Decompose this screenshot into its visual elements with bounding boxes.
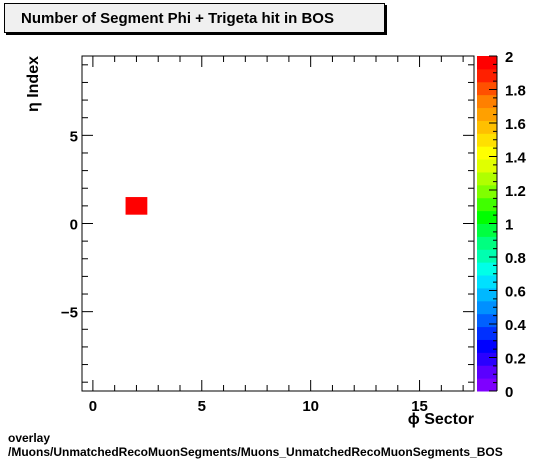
colorbar-segment — [477, 223, 497, 237]
y-tick-label: 0 — [70, 217, 78, 234]
x-tick-label: 10 — [302, 398, 319, 415]
colorbar-layer: 0 0.2 0.4 0.6 0.8 1 1.2 1.4 1.6 1.8 2 — [477, 49, 527, 401]
colorbar-tick-label: 0 — [505, 384, 513, 401]
footer-line-1: overlay — [8, 431, 51, 445]
y-tick-label: −5 — [61, 305, 78, 322]
colorbar-segment — [477, 300, 497, 315]
colorbar-segment — [477, 326, 497, 340]
footer-line-2: /Muons/UnmatchedRecoMuonSegments/Muons_U… — [8, 445, 503, 459]
colorbar-tick-label: 1.2 — [505, 183, 526, 200]
y-axis-label: η Index — [25, 56, 42, 112]
colorbar-segment — [477, 365, 497, 379]
colorbar-segment — [477, 94, 497, 109]
heatmap-bin — [125, 197, 148, 215]
colorbar-segment — [477, 56, 497, 70]
colorbar-tick-label: 1 — [505, 217, 513, 234]
colorbar-tick-label: 2 — [505, 49, 513, 66]
x-tick-label: 0 — [89, 398, 97, 415]
y-tick-label: 5 — [70, 128, 78, 145]
x-tick-label: 15 — [411, 398, 428, 415]
colorbar-tick-label: 0.4 — [505, 317, 527, 334]
colorbar-segment — [477, 171, 497, 186]
colorbar-tick-label: 1.4 — [505, 150, 527, 167]
colorbar-segment — [477, 275, 497, 289]
colorbar-segment — [477, 197, 497, 212]
plot-frame — [81, 55, 475, 392]
bins-layer — [125, 197, 148, 215]
ticks-layer: 0 5 10 15 −5 0 5 — [61, 56, 474, 415]
colorbar-segment — [477, 159, 497, 173]
colorbar-segment — [477, 120, 497, 134]
colorbar-segment — [477, 378, 497, 392]
colorbar-segment — [477, 68, 497, 83]
colorbar-tick-label: 0.8 — [505, 250, 526, 267]
colorbar-segment — [477, 133, 497, 147]
colorbar-segment — [477, 352, 497, 366]
colorbar-segment — [477, 262, 497, 276]
colorbar-segment — [477, 249, 497, 263]
x-axis-label: ϕ Sector — [408, 411, 474, 428]
colorbar-tick-label: 1.6 — [505, 116, 526, 133]
title-box: Number of Segment Phi + Trigeta hit in B… — [4, 3, 385, 33]
colorbar-tick-label: 0.6 — [505, 284, 526, 301]
colorbar-segment — [477, 184, 497, 199]
colorbar-tick-label: 1.8 — [505, 83, 526, 100]
colorbar-segment — [477, 81, 497, 96]
colorbar-segment — [477, 107, 497, 121]
colorbar-tick-label: 0.2 — [505, 351, 526, 368]
colorbar-segment — [477, 236, 497, 250]
chart-title: Number of Segment Phi + Trigeta hit in B… — [21, 10, 334, 27]
colorbar-segment — [477, 339, 497, 353]
colorbar-segment — [477, 210, 497, 224]
colorbar-segment — [477, 287, 497, 302]
x-tick-label: 5 — [198, 398, 206, 415]
